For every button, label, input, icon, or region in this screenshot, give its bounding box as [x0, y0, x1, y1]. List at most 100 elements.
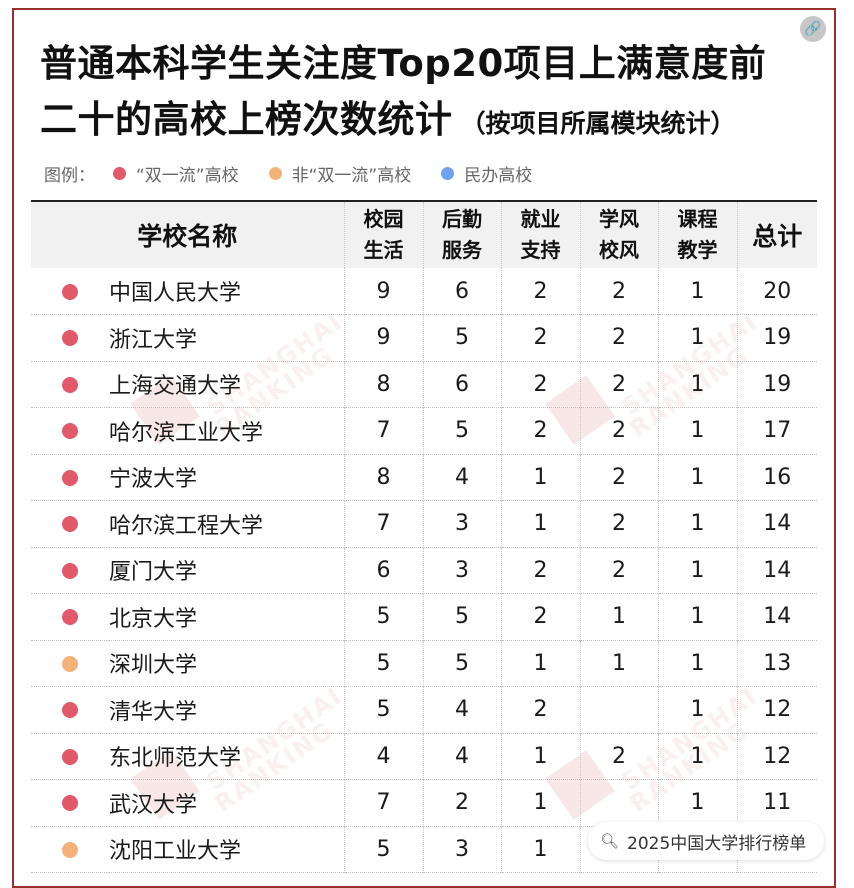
cell-service: 3: [422, 500, 502, 547]
cell-total: 13: [736, 640, 818, 687]
cell-employ: 2: [500, 686, 581, 733]
cell-teach: 1: [657, 733, 738, 780]
category-dot-cell: [31, 454, 109, 501]
table-row: 北京大学 5 5 2 1 1 14: [31, 593, 818, 641]
category-dot-icon: [62, 562, 78, 579]
cell-style: [579, 779, 659, 826]
cell-total: 14: [736, 547, 818, 594]
cell-campus: 5: [343, 826, 424, 873]
header-school: 学校名称: [137, 222, 238, 251]
category-dot-icon: [62, 702, 78, 719]
category-dot-icon: [62, 376, 78, 393]
cell-campus: 5: [343, 640, 424, 687]
search-pill-text: 2025中国大学排行榜单: [627, 833, 807, 854]
table-row: 中国人民大学 9 6 2 2 1 20: [31, 268, 818, 315]
cell-employ: 2: [500, 407, 581, 454]
legend: 图例： “双一流”高校 非“双一流”高校 民办高校: [44, 160, 562, 186]
cell-style: 1: [579, 640, 659, 687]
school-name: 沈阳工业大学: [109, 839, 242, 865]
header-line: 校风: [599, 238, 640, 262]
school-name: 北京大学: [109, 606, 198, 632]
cell-employ: 1: [500, 779, 581, 826]
cell-service: 4: [422, 686, 502, 733]
header-line: 就业: [520, 207, 561, 231]
legend-dot-icon: [113, 166, 126, 180]
header-total: 总计: [736, 201, 818, 268]
cell-total: 14: [736, 500, 818, 547]
title-subtitle: （按项目所属模块统计）: [460, 109, 736, 138]
category-dot-icon: [62, 609, 78, 626]
cell-total: 11: [736, 779, 818, 826]
cell-campus: 5: [343, 686, 424, 733]
cell-employ: 1: [500, 500, 581, 547]
header-line: 课程: [677, 207, 718, 231]
share-link-icon[interactable]: 🔗: [800, 16, 826, 42]
table-row: 东北师范大学 4 4 1 2 1 12: [31, 733, 818, 780]
cell-style: 2: [579, 547, 659, 594]
cell-service: 6: [422, 268, 502, 315]
cell-campus: 7: [343, 407, 424, 454]
cell-campus: 4: [343, 733, 424, 780]
cell-campus: 9: [343, 314, 424, 361]
legend-item-label: 非“双一流”高校: [291, 165, 412, 186]
cell-employ: 2: [500, 314, 581, 361]
cell-total: 19: [736, 314, 818, 361]
legend-dot-icon: [268, 166, 282, 180]
cell-style: [579, 686, 659, 733]
cell-teach: 1: [657, 547, 738, 594]
category-dot-cell: [31, 361, 109, 408]
title-line-2: 二十的高校上榜次数统计 （按项目所属模块统计）: [40, 92, 800, 152]
table-row: 厦门大学 6 3 2 2 1 14: [31, 547, 818, 594]
cell-style: 2: [579, 454, 659, 501]
header-line: 生活: [363, 238, 404, 262]
search-pill[interactable]: 🔍︎ 2025中国大学排行榜单: [588, 822, 824, 860]
cell-style: 1: [579, 593, 659, 640]
legend-item-double-first-class: “双一流”高校: [113, 161, 239, 186]
cell-campus: 9: [343, 268, 424, 315]
header-course-teaching: 课程 教学: [657, 201, 738, 268]
table-row: 上海交通大学 8 6 2 2 1 19: [31, 361, 818, 408]
legend-label: 图例：: [44, 165, 95, 186]
cell-teach: 1: [657, 500, 738, 547]
school-name: 上海交通大学: [109, 374, 242, 400]
cell-total: 19: [736, 361, 818, 408]
cell-teach: 1: [657, 686, 738, 733]
category-dot-cell: [31, 408, 109, 455]
ranking-table: 学校名称 校园 生活 后勤 服务 就业 支持 学风 校风 课程 教学 总计 中国人民大学 9…: [31, 200, 818, 873]
cell-service: 6: [422, 361, 502, 408]
table-header-row: 学校名称 校园 生活 后勤 服务 就业 支持 学风 校风 课程 教学 总计: [31, 201, 818, 268]
category-dot-cell: [31, 594, 109, 641]
table-row: 哈尔滨工业大学 7 5 2 2 1 17: [31, 407, 818, 455]
school-name: 深圳大学: [109, 653, 198, 679]
cell-employ: 2: [500, 593, 581, 640]
search-icon: 🔍︎: [600, 832, 620, 850]
cell-service: 2: [422, 779, 502, 826]
category-dot-cell: [31, 268, 109, 315]
cell-teach: 1: [657, 640, 738, 687]
legend-item-label: 民办高校: [464, 165, 533, 186]
cell-service: 3: [422, 826, 502, 873]
header-line: 教学: [677, 238, 718, 262]
cell-teach: 1: [657, 407, 738, 454]
table-row: 深圳大学 5 5 1 1 1 13: [31, 640, 818, 687]
cell-employ: 1: [500, 733, 581, 780]
category-dot-icon: [62, 283, 78, 300]
cell-service: 5: [422, 407, 502, 454]
header-logistics-service: 后勤 服务: [422, 201, 502, 268]
category-dot-icon: [62, 748, 78, 765]
table-row: 宁波大学 8 4 1 2 1 16: [31, 454, 818, 501]
category-dot-icon: [62, 655, 78, 672]
table-row: 哈尔滨工程大学 7 3 1 2 1 14: [31, 500, 818, 547]
cell-total: 12: [736, 733, 818, 780]
cell-total: 16: [736, 454, 818, 501]
cell-employ: 2: [500, 361, 581, 408]
page-title: 普通本科学生关注度Top20项目上满意度前 二十的高校上榜次数统计 （按项目所属模…: [40, 36, 800, 152]
category-dot-cell: [31, 687, 109, 734]
category-dot-icon: [62, 516, 78, 533]
cell-campus: 7: [343, 779, 424, 826]
cell-service: 5: [422, 593, 502, 640]
header-line: 校园: [363, 207, 404, 231]
cell-style: 2: [579, 500, 659, 547]
cell-employ: 2: [500, 268, 581, 315]
school-name: 武汉大学: [109, 792, 198, 818]
